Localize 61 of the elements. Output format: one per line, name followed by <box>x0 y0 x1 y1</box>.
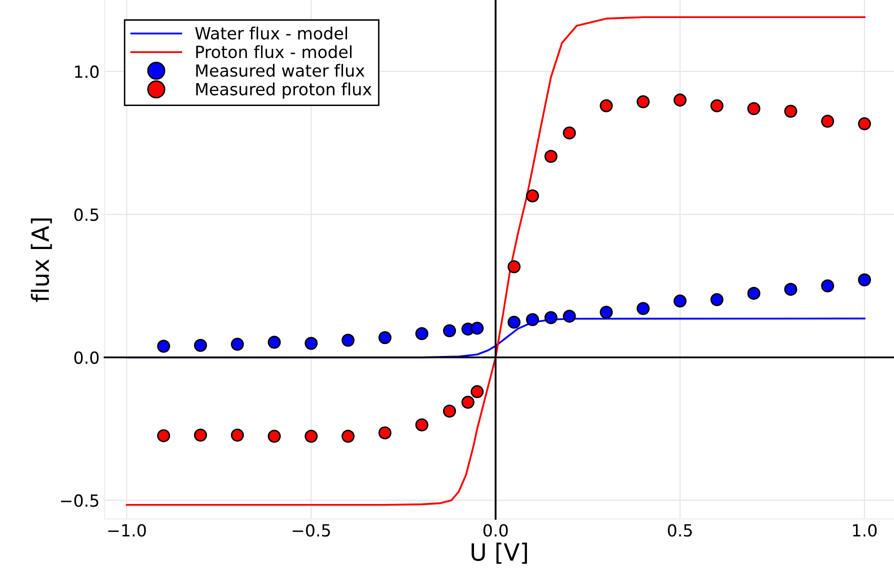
point <box>710 99 724 112</box>
point <box>194 428 208 442</box>
point <box>268 336 281 349</box>
point <box>442 324 456 338</box>
point <box>230 428 244 442</box>
point <box>858 273 871 286</box>
point <box>378 331 392 344</box>
point <box>194 338 208 352</box>
point <box>442 404 456 418</box>
legend-label: Measured proton flux <box>196 82 372 99</box>
point <box>304 430 318 443</box>
y-tick-label: 1.0 <box>75 65 99 78</box>
point <box>157 340 170 353</box>
point <box>415 418 428 432</box>
point <box>342 334 355 347</box>
point <box>268 430 281 443</box>
y-tick-label: 0.0 <box>74 351 99 364</box>
y-tick-label: −0.5 <box>61 494 98 507</box>
y-axis-title: flux [A] <box>30 218 52 302</box>
legend-label: Measured water flux <box>196 64 364 77</box>
point <box>821 279 834 292</box>
point <box>544 150 558 163</box>
point <box>378 426 392 440</box>
point <box>508 316 521 329</box>
x-tick-label: −1.0 <box>108 524 146 537</box>
point <box>784 104 798 118</box>
point <box>508 260 521 274</box>
point <box>600 306 613 319</box>
point <box>821 114 834 128</box>
point <box>470 322 484 335</box>
point <box>784 282 798 296</box>
point <box>747 286 760 300</box>
point <box>710 293 724 306</box>
point <box>342 430 355 443</box>
point <box>544 311 558 324</box>
x-axis-title: U [V] <box>472 542 527 564</box>
point <box>674 294 687 308</box>
point <box>526 189 540 202</box>
x-tick-label: 0.5 <box>668 524 692 537</box>
point <box>230 338 244 351</box>
point <box>304 336 318 350</box>
legend-label: Water flux - model <box>195 26 348 40</box>
legend-label: Proton flux - model <box>196 45 352 58</box>
point <box>562 310 576 323</box>
point <box>526 313 540 326</box>
point <box>636 302 650 315</box>
point <box>461 396 474 409</box>
point <box>562 126 576 140</box>
x-tick-label: 1.0 <box>853 524 877 537</box>
point <box>858 117 871 130</box>
point <box>470 385 484 398</box>
point <box>157 429 170 442</box>
x-tick-label: 0.0 <box>483 524 508 537</box>
point <box>600 99 613 112</box>
point <box>674 94 687 107</box>
point <box>636 95 650 108</box>
point <box>747 102 760 116</box>
line-series <box>126 16 866 506</box>
y-tick-label: 0.5 <box>74 208 98 221</box>
x-tick-label: −0.5 <box>292 524 330 537</box>
point <box>415 327 428 340</box>
